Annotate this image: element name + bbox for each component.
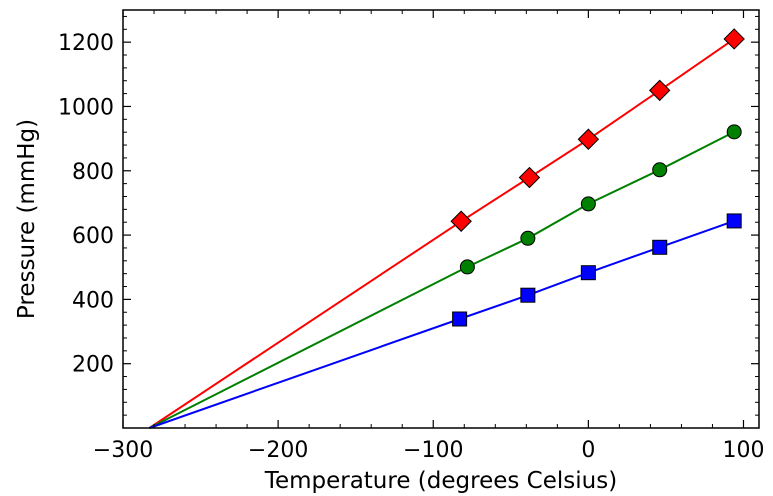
x-tick-labels: −300 −200 −100 0 100 <box>93 438 765 463</box>
data-point-square <box>520 287 536 303</box>
data-point-diamond <box>649 79 671 102</box>
plot-frame <box>122 9 760 429</box>
y-tick-label: 800 <box>72 160 114 185</box>
data-point-circle <box>652 162 668 178</box>
series-line-square <box>149 219 735 429</box>
y-tick-label: 400 <box>72 288 114 313</box>
data-point-circle <box>726 124 742 140</box>
series-line-circle <box>148 131 735 429</box>
data-markers <box>450 28 745 327</box>
x-tick-label: 0 <box>581 438 595 463</box>
data-point-circle <box>459 259 475 275</box>
data-point-diamond <box>577 128 600 150</box>
y-axis-label: Pressure (mmHg) <box>14 119 40 319</box>
data-point-square <box>452 311 468 327</box>
x-tick-label: 100 <box>722 438 764 463</box>
x-tick-label: −100 <box>403 438 463 463</box>
data-point-diamond <box>518 166 541 189</box>
data-point-diamond <box>450 210 472 232</box>
data-point-square <box>652 239 668 255</box>
x-tick-label: −300 <box>93 438 153 463</box>
x-tick-label: −200 <box>248 438 308 463</box>
y-tick-label: 1200 <box>58 31 114 56</box>
data-point-diamond <box>723 28 745 50</box>
fit-lines <box>148 38 735 429</box>
y-tick-label: 1000 <box>58 95 114 120</box>
data-point-circle <box>520 230 536 246</box>
y-tick-label: 600 <box>72 224 114 249</box>
axis-ticks <box>122 10 759 428</box>
y-tick-label: 200 <box>72 353 114 378</box>
data-point-square <box>580 265 596 281</box>
data-point-circle <box>580 196 596 212</box>
series-line-diamond <box>148 38 735 429</box>
y-tick-labels: 200 400 600 800 1000 1200 <box>58 31 114 378</box>
data-point-square <box>726 213 742 229</box>
x-axis-label: Temperature (degrees Celsius) <box>264 468 617 494</box>
